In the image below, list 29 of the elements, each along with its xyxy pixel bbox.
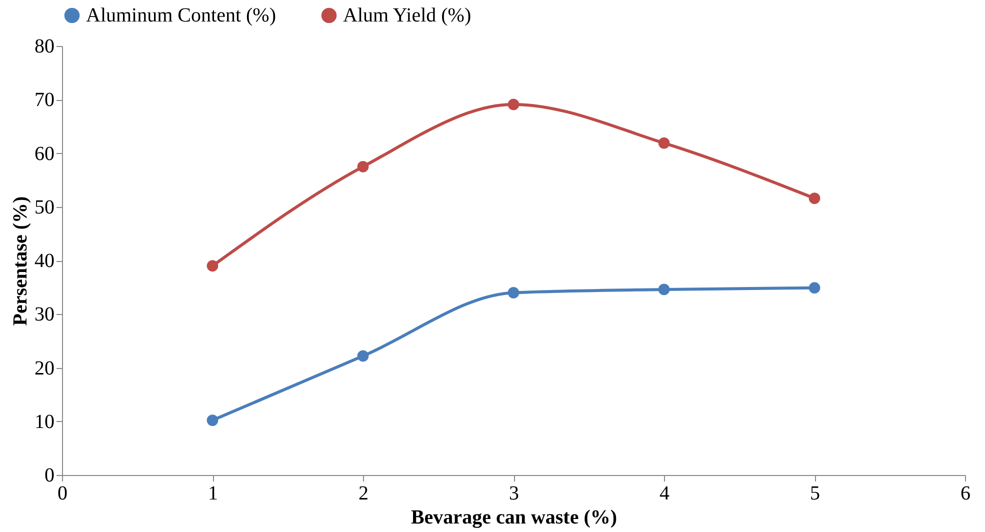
legend-label: Aluminum Content (%) <box>86 4 276 26</box>
x-tick-label: 4 <box>660 482 670 504</box>
y-tick-label: 10 <box>34 410 54 433</box>
x-tick-label: 6 <box>960 482 970 504</box>
y-tick-label: 40 <box>34 250 54 272</box>
y-tick-label: 70 <box>34 89 54 112</box>
y-tick-label: 50 <box>34 196 54 218</box>
point <box>357 350 369 362</box>
y-axis-title: Persentase (%) <box>10 196 32 326</box>
y-tick-label: 30 <box>34 304 54 326</box>
point <box>206 260 218 272</box>
point <box>357 160 369 172</box>
x-tick-label: 5 <box>810 482 820 504</box>
y-tick-label: 80 <box>34 36 54 58</box>
point <box>508 286 520 298</box>
point <box>508 98 520 110</box>
x-tick-label: 2 <box>358 482 368 504</box>
point <box>808 282 820 294</box>
point <box>658 284 670 296</box>
x-axis-title: Bevarage can waste (%) <box>410 506 618 528</box>
y-tick-label: 20 <box>34 357 54 380</box>
y-tick-label: 0 <box>44 464 54 486</box>
legend-label: Alum Yield (%) <box>343 4 472 26</box>
x-tick-label: 1 <box>208 482 218 504</box>
x-tick-label: 3 <box>509 482 519 504</box>
y-tick-label: 60 <box>34 142 54 165</box>
point <box>206 414 218 426</box>
point <box>658 137 670 149</box>
point <box>808 192 820 204</box>
